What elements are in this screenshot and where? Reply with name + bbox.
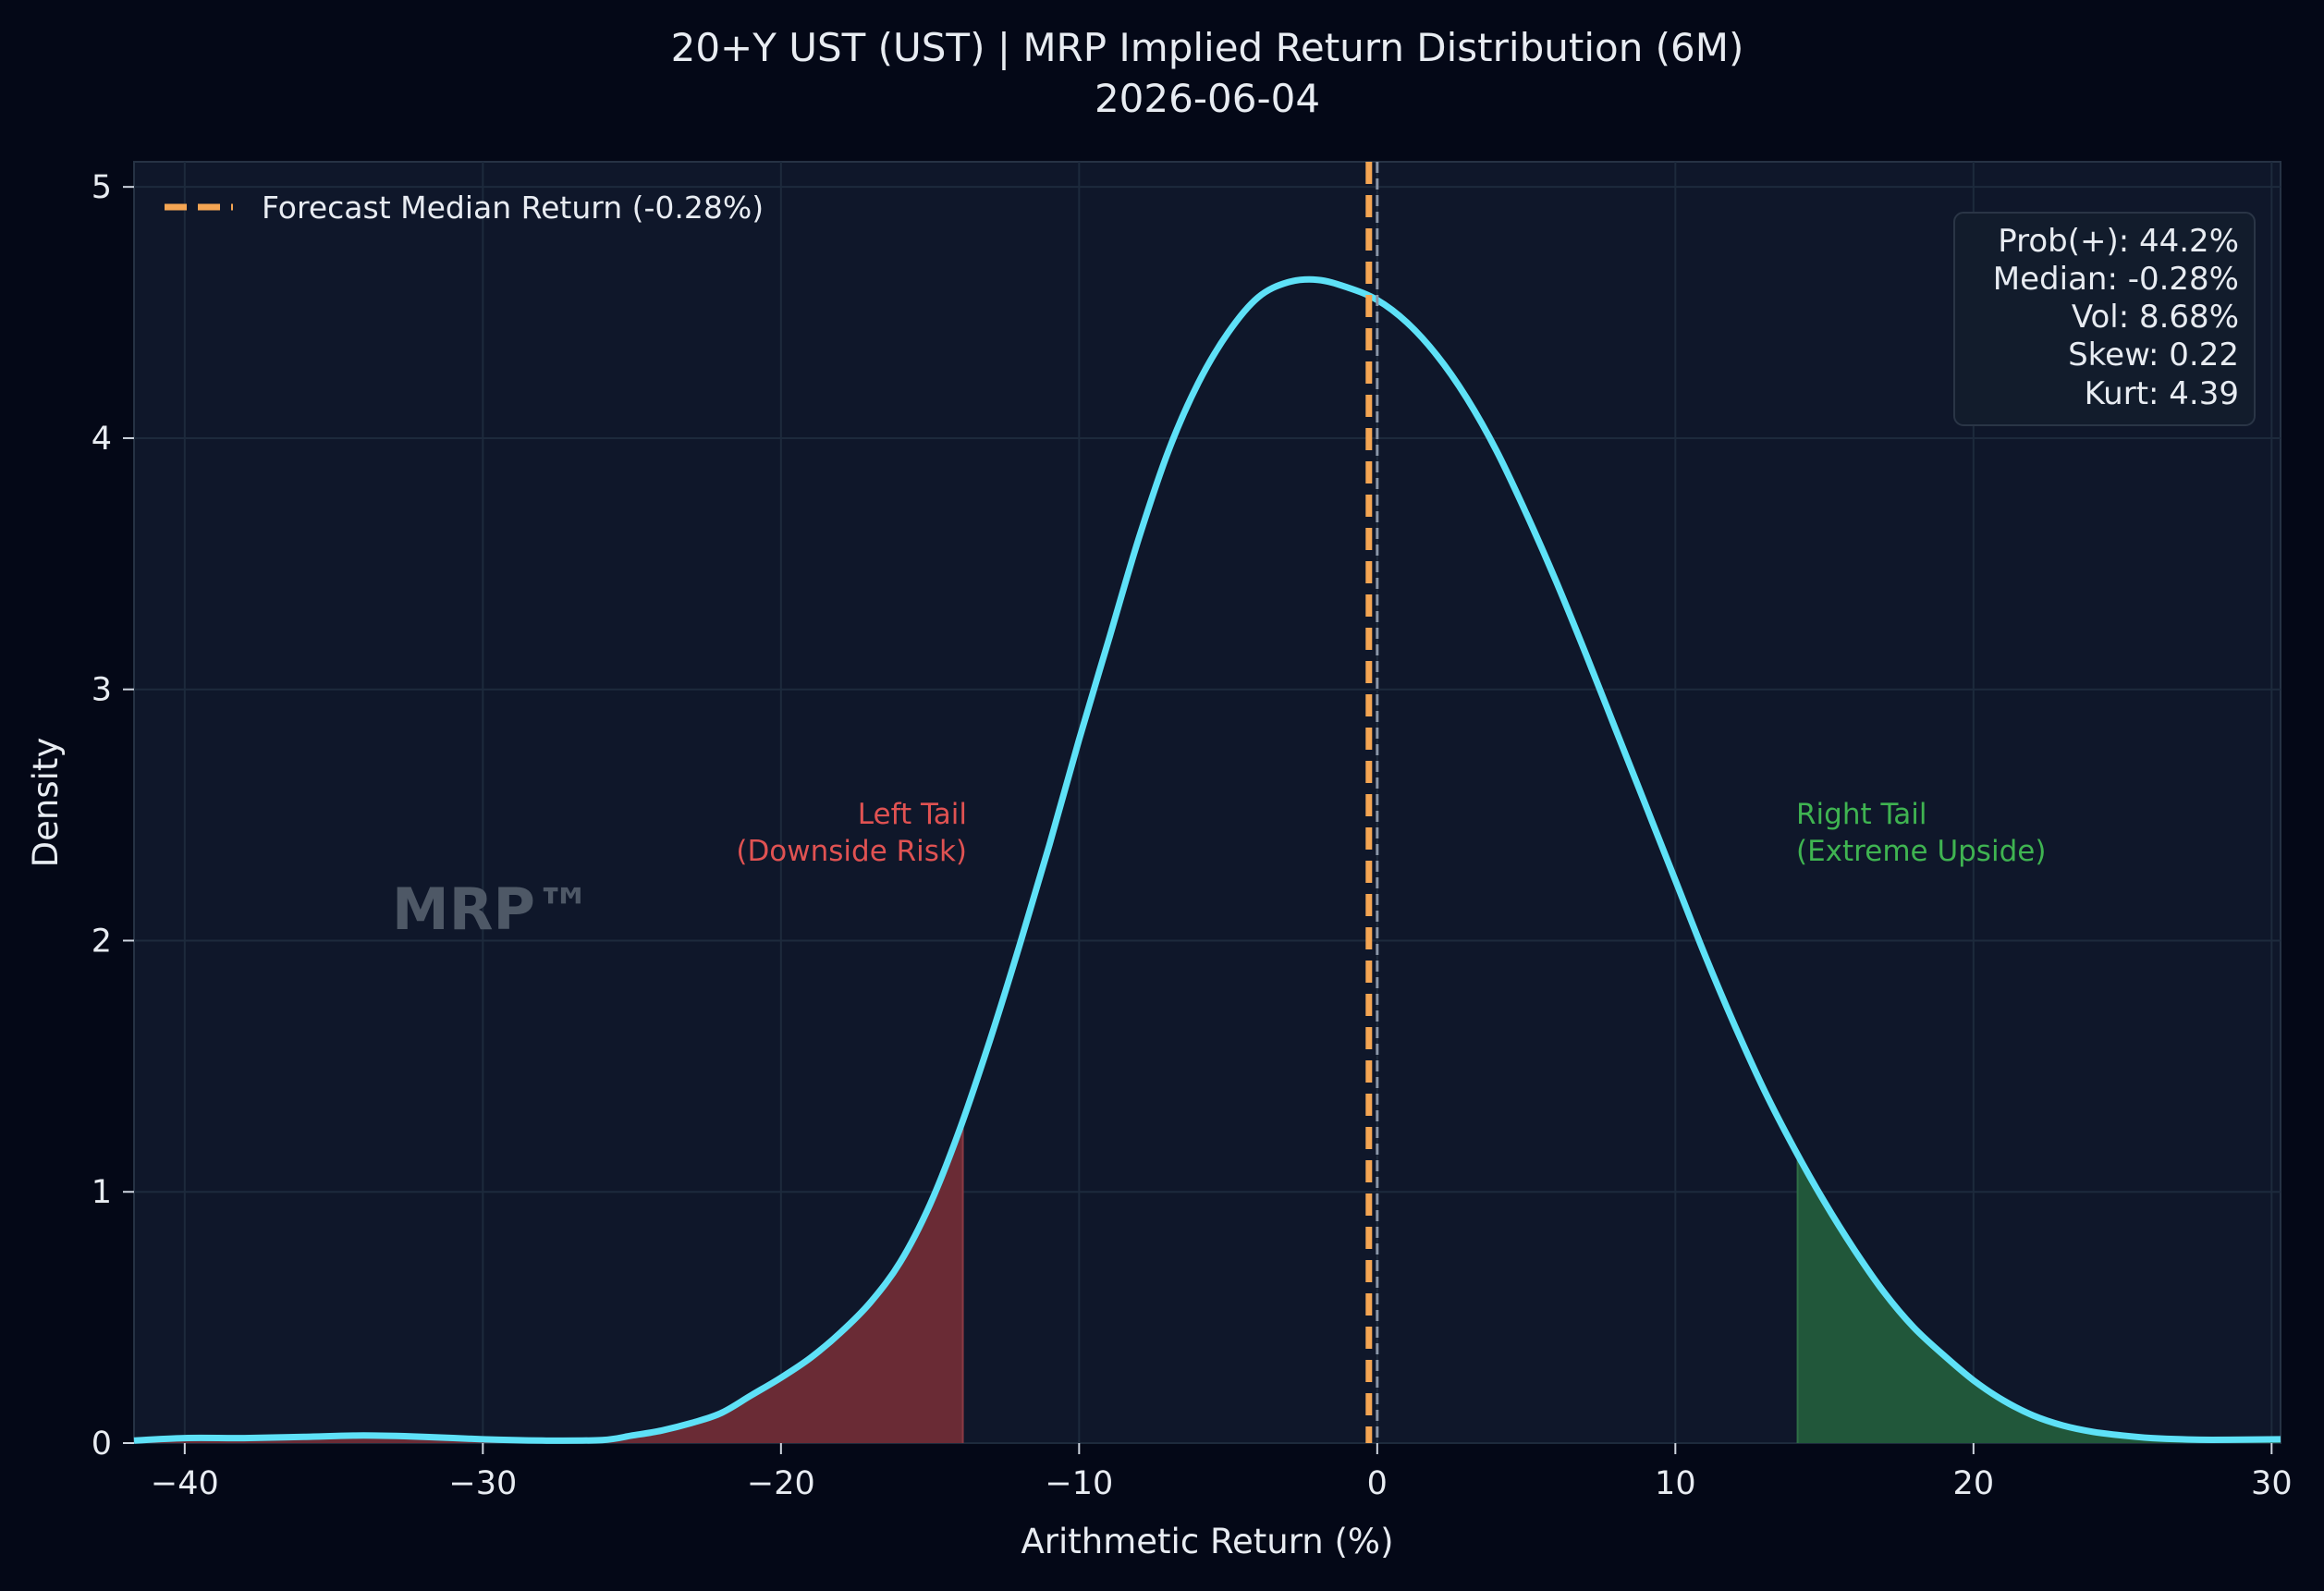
x-tick-label: 20 xyxy=(1953,1465,1995,1502)
right-tail-sublabel: (Extreme Upside) xyxy=(1796,835,2046,868)
x-tick-label: −30 xyxy=(448,1465,517,1502)
legend-median-label: Forecast Median Return (-0.28%) xyxy=(262,190,764,226)
left-tail-label: Left Tail xyxy=(858,798,967,831)
stat-vol: Vol: 8.68% xyxy=(2072,299,2239,336)
reference-lines xyxy=(1365,162,1379,1443)
right-tail-area xyxy=(1797,1154,2281,1443)
x-tick-label: −40 xyxy=(151,1465,219,1502)
chart-title: 20+Y UST (UST) | MRP Implied Return Dist… xyxy=(671,25,1744,70)
x-tick-label: 10 xyxy=(1655,1465,1696,1502)
y-tick-label: 1 xyxy=(92,1174,112,1211)
y-axis-label: Density xyxy=(26,738,66,868)
stats-box: Prob(+): 44.2% Median: -0.28% Vol: 8.68%… xyxy=(1953,212,2256,426)
density-curve-layer xyxy=(133,275,2281,1444)
y-tick-label: 3 xyxy=(92,672,112,709)
stat-kurt: Kurt: 4.39 xyxy=(2085,375,2239,412)
x-tick-label: 0 xyxy=(1367,1465,1388,1502)
stats-box-frame xyxy=(1953,212,2256,426)
y-axis-ticks: 0 1 2 3 4 5 xyxy=(92,169,134,1462)
y-tick-label: 4 xyxy=(92,421,112,458)
tail-shading xyxy=(134,1120,2281,1443)
x-axis-ticks: −40 −30 −20 −10 0 10 20 30 xyxy=(151,1443,2293,1502)
x-axis-label: Arithmetic Return (%) xyxy=(1021,1522,1393,1561)
stat-median: Median: -0.28% xyxy=(1993,261,2239,298)
density-curve xyxy=(133,275,2281,1444)
right-tail-label: Right Tail xyxy=(1796,798,1927,831)
legend: Forecast Median Return (-0.28%) xyxy=(165,190,764,226)
left-tail-sublabel: (Downside Risk) xyxy=(736,835,967,868)
mrp-watermark: MRP™ xyxy=(392,875,593,943)
x-tick-label: 30 xyxy=(2251,1465,2293,1502)
left-tail-area xyxy=(134,1120,963,1443)
y-tick-label: 2 xyxy=(92,923,112,960)
chart-subtitle: 2026-06-04 xyxy=(1095,76,1320,121)
x-tick-label: −20 xyxy=(747,1465,815,1502)
y-tick-label: 0 xyxy=(92,1426,112,1462)
y-tick-label: 5 xyxy=(92,169,112,206)
x-tick-label: −10 xyxy=(1045,1465,1113,1502)
stat-skew: Skew: 0.22 xyxy=(2068,337,2239,373)
stat-prob-positive: Prob(+): 44.2% xyxy=(1998,223,2239,260)
plot-area xyxy=(133,161,2281,1444)
